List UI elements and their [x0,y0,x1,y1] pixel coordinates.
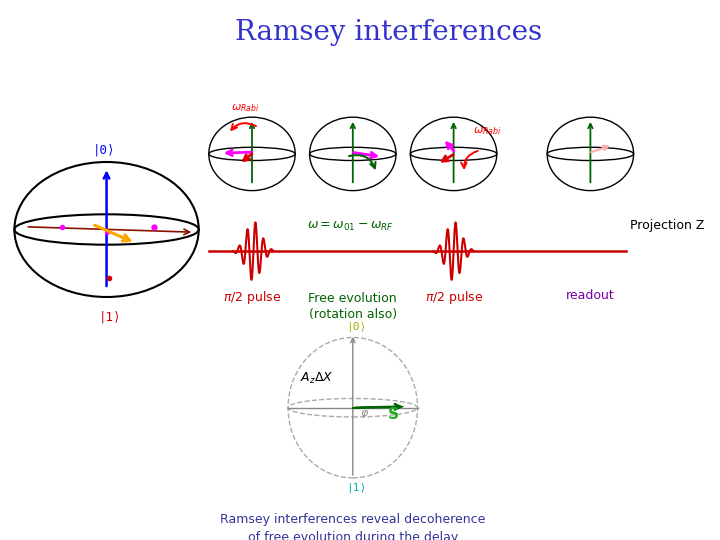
Text: $\omega_{Rabi}$: $\omega_{Rabi}$ [473,126,502,137]
Text: |0⟩: |0⟩ [346,321,366,332]
Text: |1⟩: |1⟩ [99,310,122,323]
Text: readout: readout [566,289,615,302]
Text: Ramsey interferences: Ramsey interferences [235,19,542,46]
Text: S: S [387,407,398,422]
Text: $\omega_{Rabi}$: $\omega_{Rabi}$ [231,103,260,114]
Text: $A_z\Delta X$: $A_z\Delta X$ [300,370,333,386]
Text: $\omega=\omega_{01}-\omega_{RF}$: $\omega=\omega_{01}-\omega_{RF}$ [307,220,394,233]
Text: $\pi/2$ pulse: $\pi/2$ pulse [223,289,281,306]
Text: $\varphi$: $\varphi$ [360,408,369,420]
Text: Ramsey interferences reveal decoherence
of free evolution during the delay: Ramsey interferences reveal decoherence … [220,513,485,540]
Text: |1⟩: |1⟩ [346,482,366,492]
Text: |0⟩: |0⟩ [93,144,116,157]
Text: $\pi/2$ pulse: $\pi/2$ pulse [425,289,482,306]
Text: Free evolution
(rotation also): Free evolution (rotation also) [308,292,397,321]
Text: Projection Z: Projection Z [630,219,704,232]
